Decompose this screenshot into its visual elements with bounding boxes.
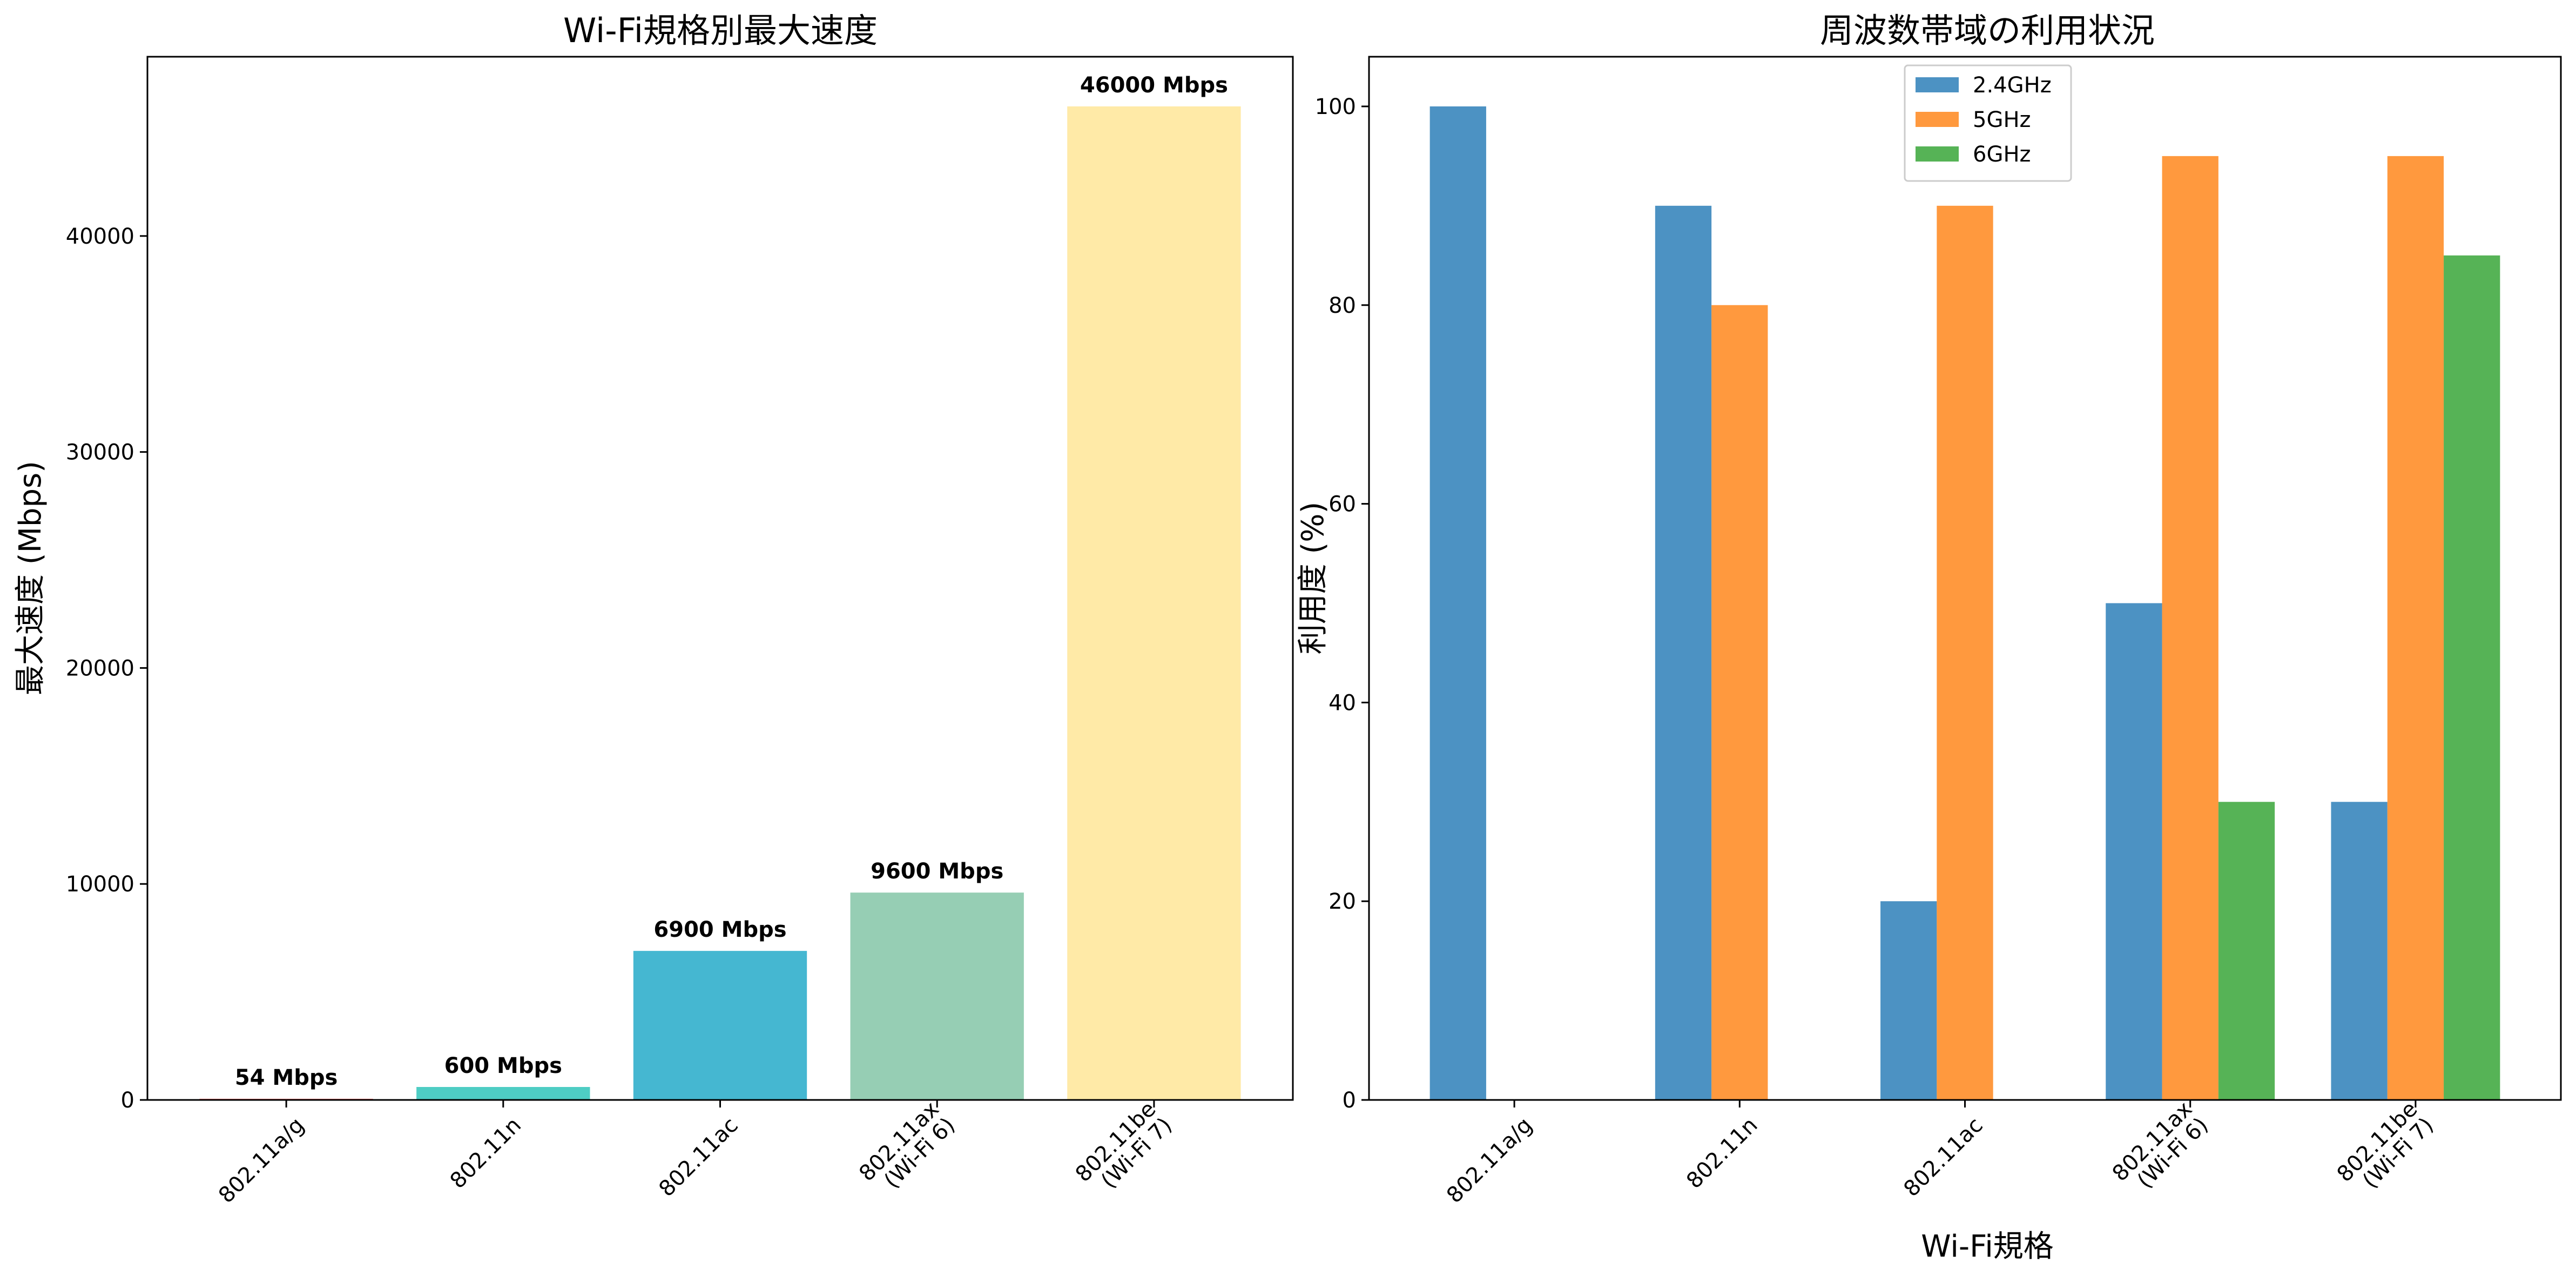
usage-bar xyxy=(2106,603,2162,1100)
max-speed-chart-title: Wi-Fi規格別最大速度 xyxy=(563,11,878,50)
max-speed-bar-labels: 54 Mbps 600 Mbps 6900 Mbps 9600 Mbps 46000 M… xyxy=(235,73,1228,1090)
band-usage-chart: 周波数帯域の利用状況 利用度 (%) Wi-Fi規格 020406080100 … xyxy=(1296,11,2562,1264)
y-tick-label: 30000 xyxy=(66,440,134,465)
max-speed-bars xyxy=(199,106,1241,1100)
speed-value-label: 600 Mbps xyxy=(444,1053,562,1078)
usage-bar xyxy=(1711,305,1768,1100)
y-tick-label: 40000 xyxy=(66,224,134,249)
speed-bar xyxy=(416,1087,590,1100)
speed-value-label: 54 Mbps xyxy=(235,1065,338,1090)
y-tick-label: 10000 xyxy=(66,872,134,897)
legend-swatch xyxy=(1916,112,1959,127)
usage-bar xyxy=(2331,802,2388,1100)
band-usage-legend: 2.4GHz 5GHz 6GHz xyxy=(1904,64,2072,182)
speed-value-label: 46000 Mbps xyxy=(1080,73,1228,98)
usage-bar xyxy=(2444,255,2500,1100)
band-usage-chart-title: 周波数帯域の利用状況 xyxy=(1820,11,2155,50)
usage-bar xyxy=(1655,205,1712,1100)
speed-bar xyxy=(1067,106,1241,1100)
legend-label: 5GHz xyxy=(1973,108,2031,132)
usage-bar xyxy=(2387,156,2444,1100)
y-tick-label: 0 xyxy=(121,1088,134,1113)
usage-bar xyxy=(2162,156,2218,1100)
band-usage-y-axis-label: 利用度 (%) xyxy=(1296,502,1331,655)
max-speed-y-axis-label: 最大速度 (Mbps) xyxy=(13,461,48,695)
y-tick-label: 80 xyxy=(1329,293,1356,318)
legend-label: 2.4GHz xyxy=(1973,73,2052,98)
speed-value-label: 6900 Mbps xyxy=(653,917,786,942)
usage-bar xyxy=(1429,106,1486,1100)
legend-swatch xyxy=(1916,77,1959,92)
max-speed-plot-frame xyxy=(146,56,1294,1101)
speed-bar xyxy=(850,892,1024,1100)
y-tick-label: 20000 xyxy=(66,656,134,681)
usage-bar xyxy=(1937,205,1993,1100)
band-usage-x-axis-label: Wi-Fi規格 xyxy=(1921,1229,2054,1264)
legend-swatch xyxy=(1916,146,1959,162)
y-tick-label: 40 xyxy=(1329,690,1356,715)
y-tick-label: 0 xyxy=(1343,1088,1356,1113)
y-tick-label: 100 xyxy=(1315,95,1356,119)
legend-label: 6GHz xyxy=(1973,142,2031,167)
speed-bar xyxy=(633,951,807,1100)
usage-bar xyxy=(1880,901,1937,1100)
y-tick-label: 20 xyxy=(1329,889,1356,914)
band-usage-bars xyxy=(1429,106,2500,1100)
usage-bar xyxy=(2218,802,2275,1100)
speed-value-label: 9600 Mbps xyxy=(871,859,1003,884)
band-usage-plot-frame xyxy=(1368,56,2562,1101)
band-usage-y-axis: 0 20 40 60 80 100 xyxy=(1315,95,1369,1113)
max-speed-y-axis: 0 10000 20000 30000 40000 xyxy=(66,224,147,1113)
y-tick-label: 60 xyxy=(1329,492,1356,517)
